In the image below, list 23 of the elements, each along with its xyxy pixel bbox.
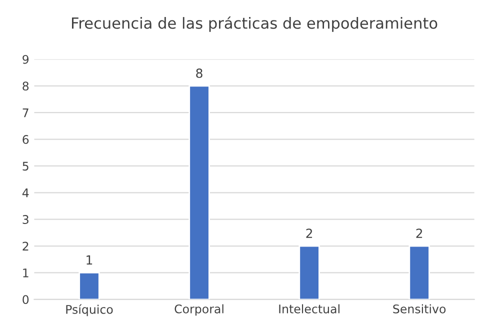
y-tick-label: 2	[22, 242, 28, 251]
chart-title: Frecuencia de las prácticas de empoderamiento	[72, 16, 438, 32]
bar	[408, 245, 430, 300]
y-tick-label: 6	[22, 135, 29, 144]
y-tick-label: 7	[22, 108, 28, 118]
y-tick-label: 8	[22, 82, 29, 91]
y-tick-label: 0	[22, 295, 29, 304]
x-tick-label: Corporal	[174, 304, 224, 316]
data-label: 2	[306, 228, 312, 238]
x-tick-label: Sensitivo	[393, 304, 446, 314]
bar	[188, 85, 210, 300]
data-label: 8	[196, 68, 202, 78]
y-tick-label: 9	[22, 54, 29, 64]
x-tick-label: Intelectual	[279, 304, 340, 314]
data-label: 2	[416, 228, 422, 238]
data-label: 1	[86, 255, 92, 265]
y-tick-label: 5	[22, 162, 28, 171]
y-tick-label: 1	[23, 268, 28, 278]
y-tick-label: 4	[22, 188, 29, 198]
x-tick-label: Psíquico	[66, 304, 113, 316]
y-tick-label: 3	[22, 215, 28, 224]
bar	[298, 245, 320, 300]
bar	[78, 272, 100, 300]
